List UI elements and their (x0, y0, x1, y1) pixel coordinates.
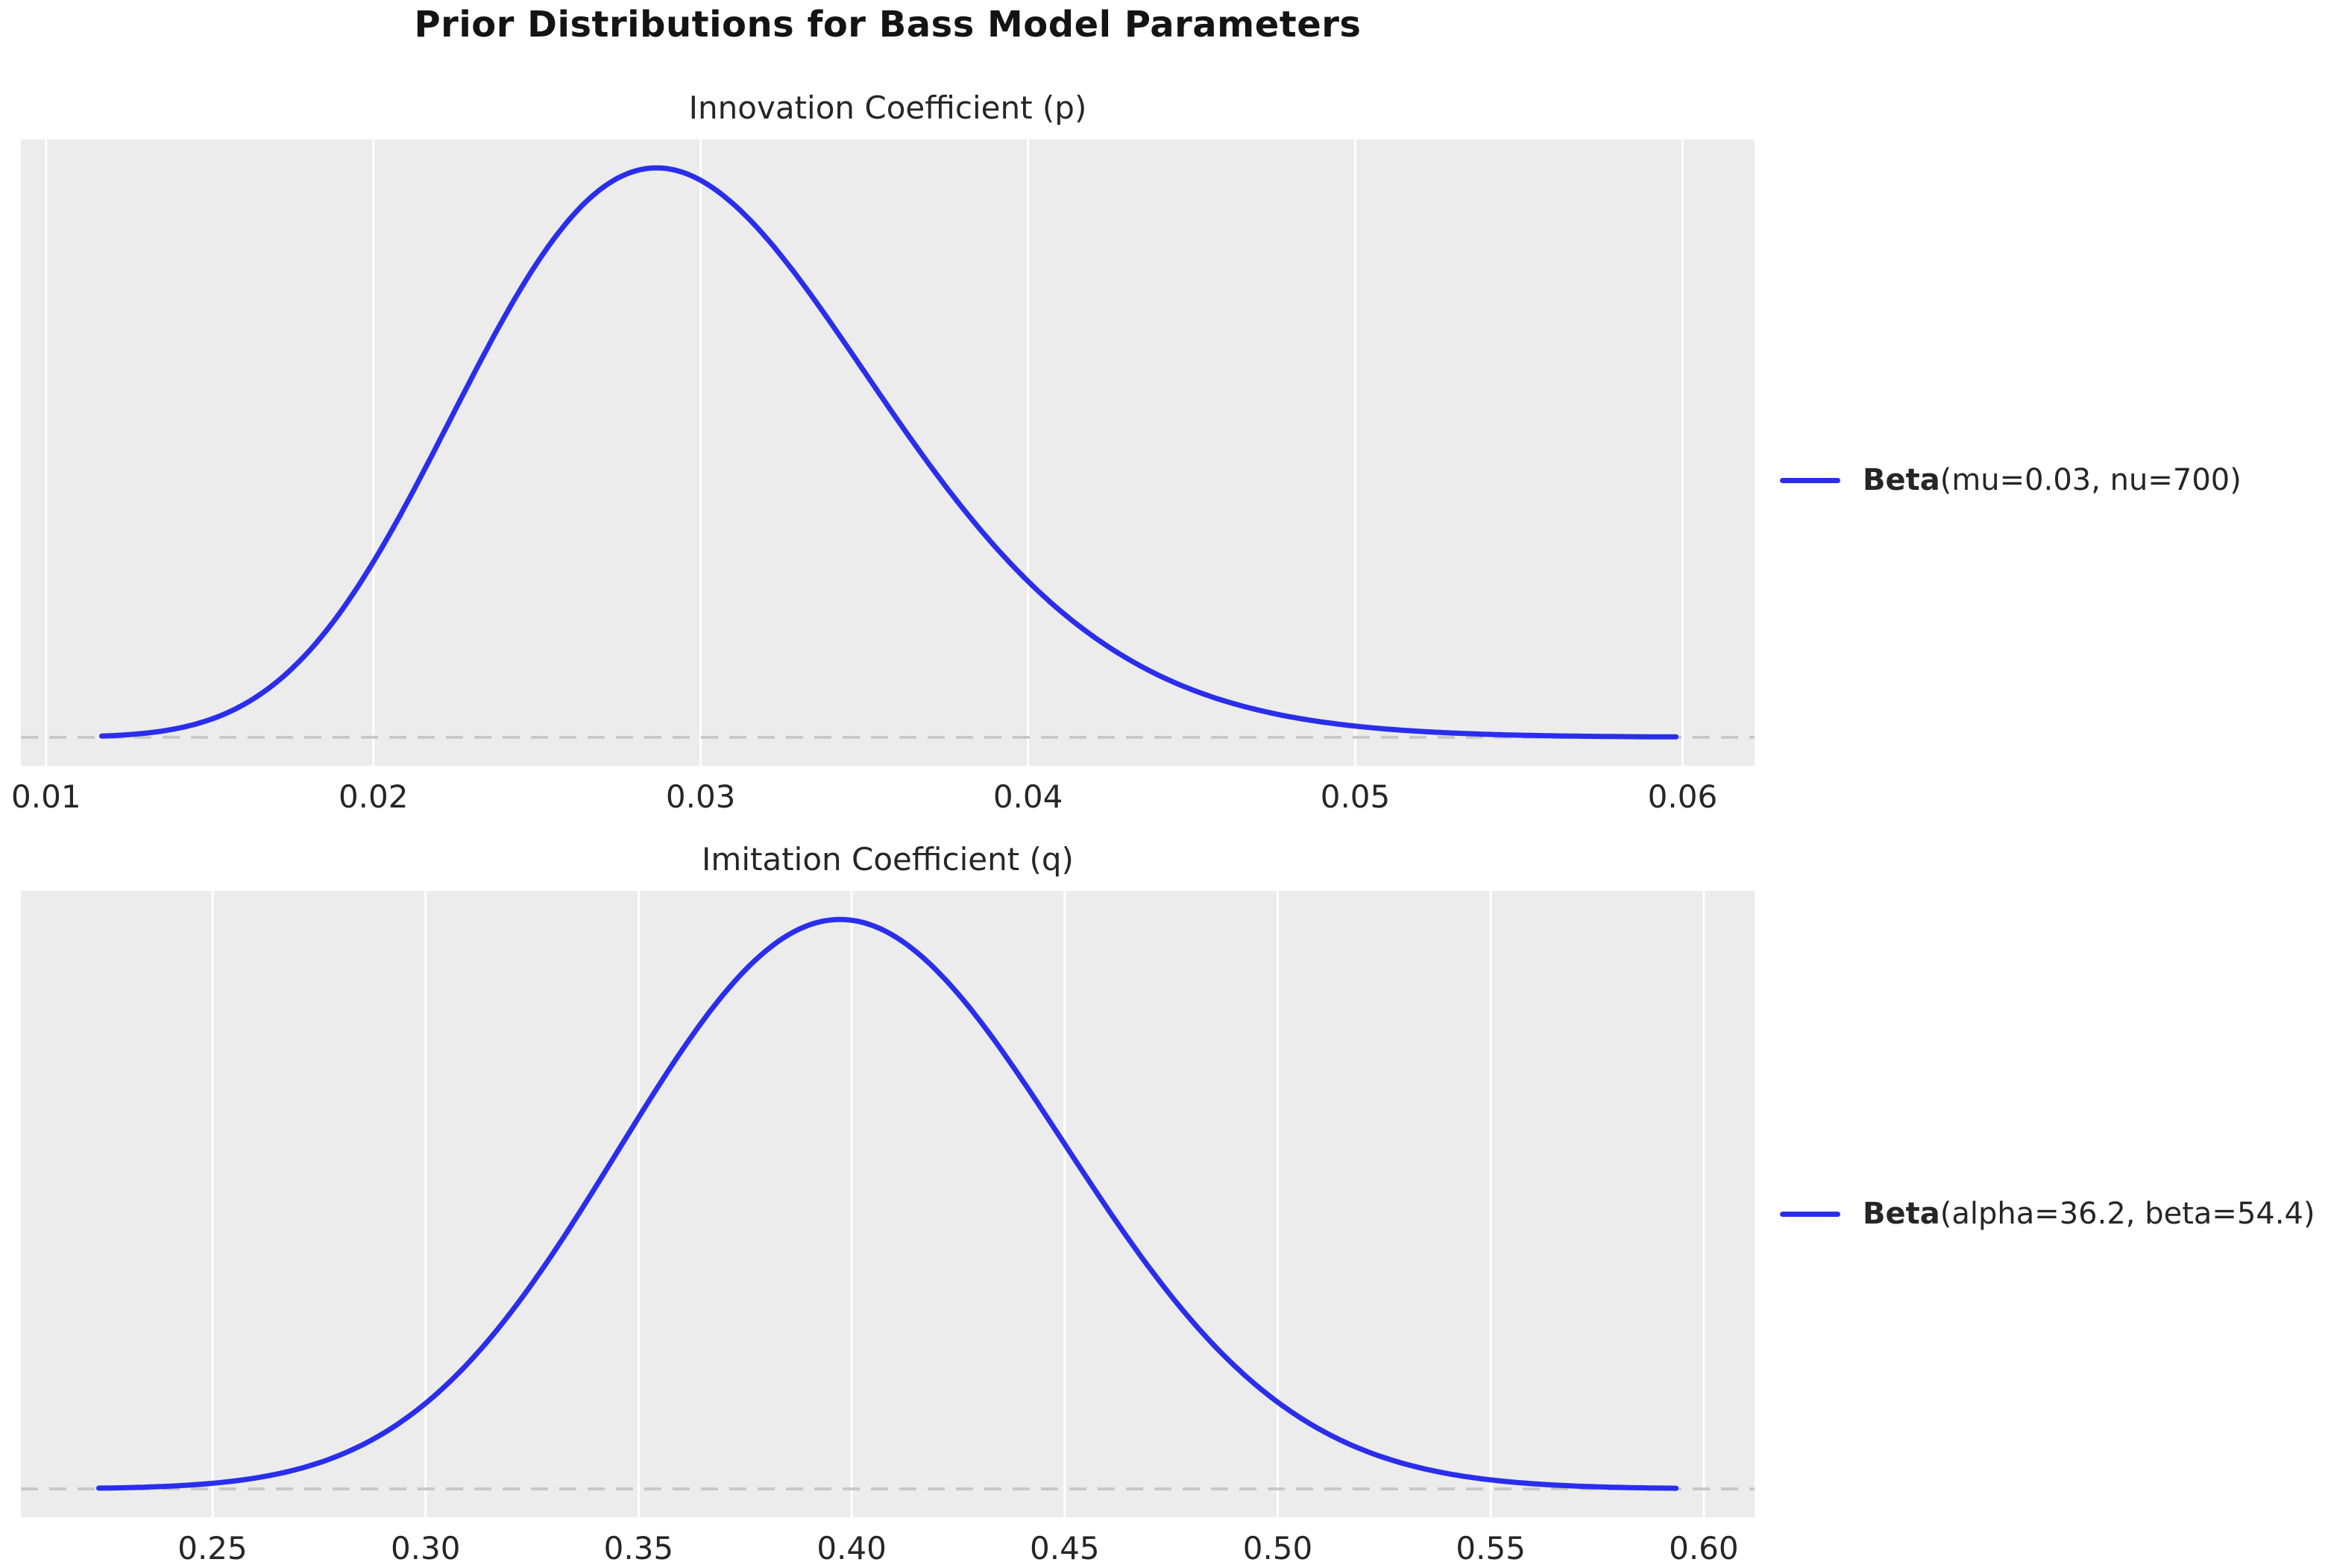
plot-title: Imitation Coefficient (q) (702, 841, 1074, 878)
plot-background (21, 891, 1755, 1517)
x-tick-label: 0.04 (992, 778, 1063, 815)
figure-title: Prior Distributions for Bass Model Param… (414, 4, 1362, 45)
plot-area (21, 139, 1755, 766)
pdf-curve (98, 165, 1679, 740)
legend-line-swatch (1780, 477, 1840, 483)
x-tick-label: 0.40 (817, 1530, 887, 1567)
x-tick-label: 0.45 (1030, 1530, 1100, 1567)
x-tick-label: 0.01 (11, 778, 81, 815)
plot-background (21, 139, 1755, 766)
legend-dist-name: Beta (1863, 463, 1940, 497)
legend: Beta(mu=0.03, nu=700) (1780, 461, 2241, 500)
x-tick-label: 0.05 (1320, 778, 1391, 815)
x-tick-label: 0.02 (338, 778, 409, 815)
x-tick-label: 0.55 (1456, 1530, 1526, 1567)
x-tick-label: 0.35 (603, 1530, 674, 1567)
x-tick-label: 0.30 (390, 1530, 461, 1567)
x-tick-label: 0.06 (1647, 778, 1718, 815)
legend: Beta(alpha=36.2, beta=54.4) (1780, 1194, 2315, 1233)
x-tick-label: 0.50 (1242, 1530, 1313, 1567)
legend-line-swatch (1780, 1211, 1840, 1217)
x-tick-label: 0.60 (1669, 1530, 1739, 1567)
x-tick-label: 0.03 (665, 778, 736, 815)
legend-params: (alpha=36.2, beta=54.4) (1939, 1197, 2315, 1231)
legend-label: Beta(alpha=36.2, beta=54.4) (1863, 1194, 2315, 1233)
plot-area (21, 891, 1755, 1517)
plot-title: Innovation Coefficient (p) (688, 89, 1087, 126)
legend-label: Beta(mu=0.03, nu=700) (1863, 461, 2241, 500)
legend-dist-name: Beta (1863, 1197, 1940, 1231)
x-tick-label: 0.25 (177, 1530, 248, 1567)
legend-params: (mu=0.03, nu=700) (1939, 463, 2241, 497)
pdf-curve (96, 916, 1679, 1491)
